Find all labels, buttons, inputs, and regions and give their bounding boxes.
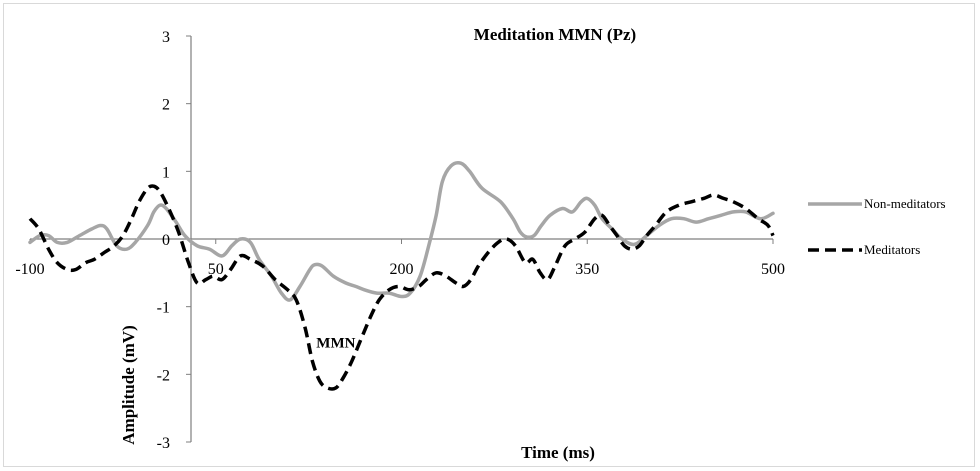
legend-label-meditators: Meditators [864,242,920,257]
x-tick-label: 200 [390,261,414,278]
x-tick-label: 350 [575,261,599,278]
x-tick-label: 500 [761,261,785,278]
series-line-meditators [28,184,775,391]
chart-title: Meditation MMN (Pz) [474,25,636,44]
y-tick-label: 0 [162,232,170,249]
x-tick-label: 50 [208,261,224,278]
y-tick-label: -2 [157,367,170,384]
y-tick-label: 2 [162,97,170,114]
y-axis-title: Amplitude (mV) [119,325,138,444]
chart-frame [3,3,975,467]
x-tick-label: -100 [15,261,44,278]
x-ticks-layer: -100 50 200 350 500 [15,239,785,278]
y-tick-label: -3 [157,435,170,452]
series-layer [28,161,775,391]
x-axis-title: Time (ms) [521,443,595,462]
annotation-layer: MMN [316,335,355,351]
legend: Non-meditators Meditators [808,196,946,257]
y-tick-label: -1 [157,300,170,317]
y-tick-label: 3 [162,29,170,46]
legend-label-non-meditators: Non-meditators [864,196,946,211]
y-ticks-layer: 3 2 1 0 -1 -2 -3 [157,29,191,452]
annotation-mmn: MMN [316,335,355,351]
series-line-non-meditators [28,161,775,302]
y-tick-label: 1 [162,164,170,181]
